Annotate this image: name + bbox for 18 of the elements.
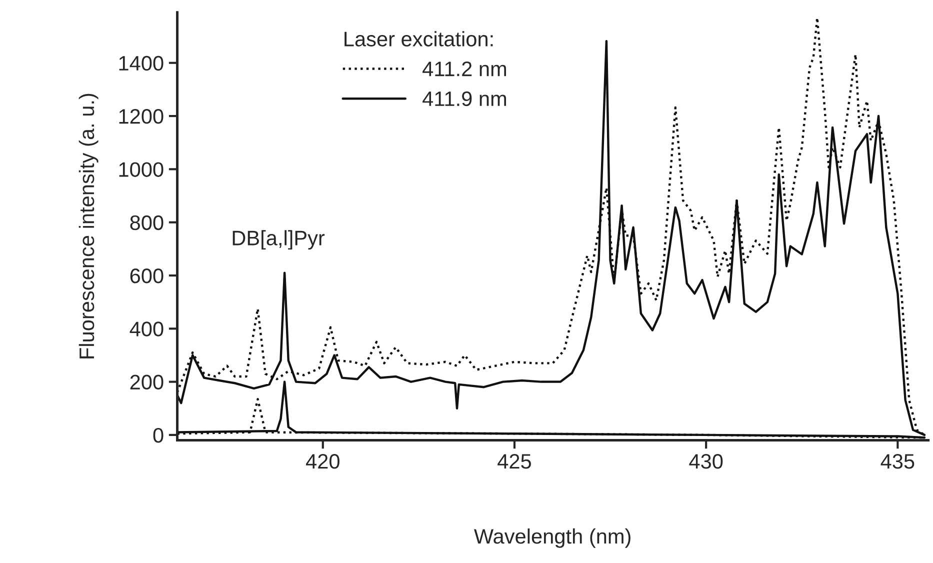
x-axis-title: Wavelength (nm)	[474, 528, 630, 548]
legend-label: 411.9 nm	[422, 91, 506, 106]
y-tick-label: 200	[130, 374, 164, 390]
y-tick-label: 1200	[119, 109, 164, 124]
legend-title: Laser excitation:	[344, 31, 493, 46]
annotation: DB[a,l]Pyr	[232, 230, 325, 250]
y-axis-title: Fluorescence intensity (a. u.)	[78, 94, 98, 358]
y-tick-label: 0	[153, 428, 164, 443]
x-tick-label: 420	[306, 454, 340, 469]
y-tick-label: 1000	[119, 162, 164, 177]
legend-label: 411.2 nm	[422, 62, 506, 76]
y-tick-label: 800	[130, 215, 164, 230]
y-tick-label: 400	[130, 322, 164, 336]
x-tick-label: 430	[689, 454, 723, 469]
x-tick-label: 425	[498, 454, 531, 469]
x-tick-label: 435	[880, 454, 914, 469]
y-tick-label: 600	[130, 268, 164, 284]
y-tick-label: 1400	[119, 56, 164, 71]
